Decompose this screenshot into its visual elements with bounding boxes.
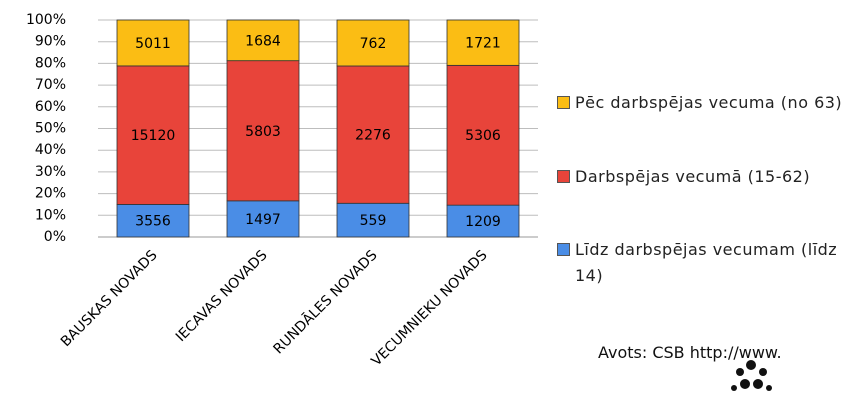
- x-tick-label: BAUSKAS NOVADS: [58, 247, 161, 350]
- y-tick-label: 80%: [35, 55, 66, 71]
- x-tick-label: RUNDĀLES NOVADS: [270, 247, 381, 358]
- data-label: 5306: [465, 128, 501, 144]
- bar-segment: [336, 19, 410, 67]
- data-label: 5011: [135, 36, 171, 52]
- data-label: 3556: [135, 214, 171, 230]
- data-label: 762: [360, 36, 387, 52]
- y-tick-label: 30%: [35, 164, 66, 180]
- y-tick-label: 100%: [26, 12, 66, 28]
- x-tick-label: IECAVAS NOVADS: [173, 247, 271, 345]
- y-tick-label: 70%: [35, 77, 66, 93]
- legend-item: Pēc darbspējas vecuma (no 63): [557, 90, 841, 116]
- data-label: 1684: [245, 33, 281, 49]
- legend-label: Pēc darbspējas vecuma (no 63): [575, 93, 841, 112]
- data-label: 1209: [465, 214, 501, 230]
- data-label: 559: [360, 213, 387, 229]
- y-tick-label: 60%: [35, 99, 66, 115]
- y-tick-label: 50%: [35, 121, 66, 137]
- y-tick-label: 0%: [44, 229, 66, 245]
- bar-segment: [226, 19, 300, 62]
- bar-segment: [116, 19, 190, 67]
- data-label: 15120: [131, 128, 176, 144]
- data-label: 5803: [245, 124, 281, 140]
- y-tick-label: 20%: [35, 186, 66, 202]
- legend-swatch: [557, 170, 570, 183]
- x-tick-label: VECUMNIEKU NOVADS: [369, 247, 491, 369]
- bar-segment: [446, 64, 520, 206]
- y-tick-label: 90%: [35, 34, 66, 50]
- bar-segment: [336, 202, 410, 238]
- y-tick-label: 10%: [35, 207, 66, 223]
- bar-segment: [336, 65, 410, 204]
- bar-segment: [226, 60, 300, 202]
- data-label: 1721: [465, 36, 501, 52]
- bar-segment: [446, 19, 520, 66]
- logo: [731, 360, 772, 391]
- legend-swatch: [557, 243, 570, 256]
- legend-item: Darbspējas vecumā (15-62): [557, 164, 841, 190]
- legend-swatch: [557, 96, 570, 109]
- source-note: Avots: CSB http://www.: [598, 343, 782, 362]
- data-label: 2276: [355, 128, 391, 144]
- bar-segment: [446, 204, 520, 238]
- legend-label: Līdz darbspējas vecumam (līdz 14): [575, 240, 838, 285]
- y-tick-label: 40%: [35, 142, 66, 158]
- data-label: 1497: [245, 212, 281, 228]
- legend-label: Darbspējas vecumā (15-62): [575, 167, 811, 186]
- legend-item: Līdz darbspējas vecumam (līdz 14): [557, 237, 841, 289]
